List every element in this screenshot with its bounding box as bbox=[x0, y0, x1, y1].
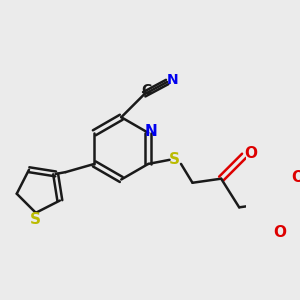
Text: O: O bbox=[273, 225, 286, 240]
Text: O: O bbox=[244, 146, 257, 161]
Text: O: O bbox=[291, 170, 300, 185]
Text: C: C bbox=[142, 83, 152, 97]
Text: S: S bbox=[169, 152, 180, 167]
Text: N: N bbox=[144, 124, 157, 140]
Text: N: N bbox=[167, 74, 179, 87]
Text: S: S bbox=[30, 212, 41, 227]
